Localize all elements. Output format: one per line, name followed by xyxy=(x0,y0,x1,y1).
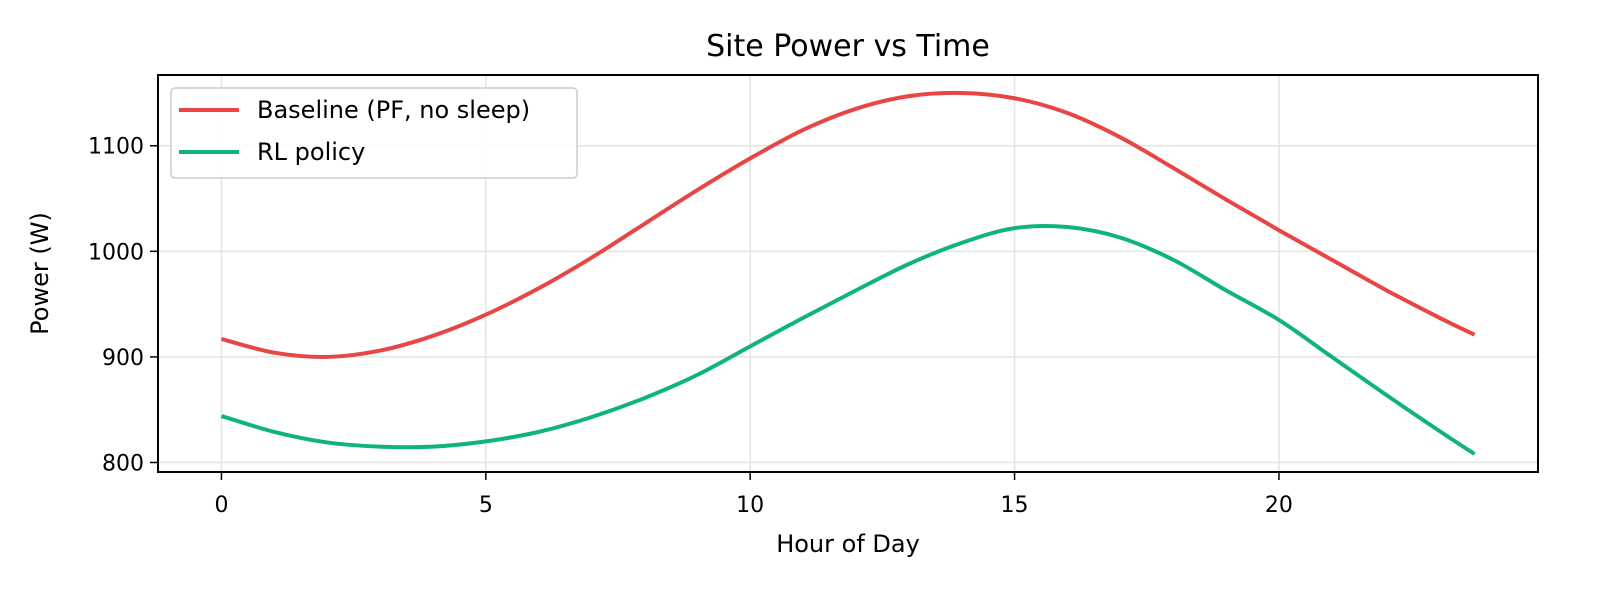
series-line-1 xyxy=(220,223,1476,456)
x-tick-label: 15 xyxy=(1001,493,1029,518)
legend-label-1: RL policy xyxy=(257,138,365,166)
chart-title: Site Power vs Time xyxy=(706,29,990,64)
x-tick-label: 20 xyxy=(1265,493,1293,518)
x-tick-label: 0 xyxy=(214,493,228,518)
x-tick-label: 5 xyxy=(479,493,493,518)
x-axis-label: Hour of Day xyxy=(776,530,920,558)
y-tick-label: 900 xyxy=(102,346,144,371)
y-axis-label: Power (W) xyxy=(26,212,54,335)
series-line-0 xyxy=(220,90,1476,359)
plot-frame xyxy=(157,74,1539,473)
series-layer xyxy=(220,90,1476,456)
y-tick-label: 1000 xyxy=(88,240,144,265)
x-tick-label: 10 xyxy=(736,493,764,518)
legend: Baseline (PF, no sleep) RL policy xyxy=(170,87,578,179)
legend-label-0: Baseline (PF, no sleep) xyxy=(257,96,530,124)
ticks: 0 5 10 15 20 800 900 1000 1100 xyxy=(88,135,1293,518)
legend-box xyxy=(170,87,578,179)
y-tick-label: 800 xyxy=(102,451,144,476)
y-tick-label: 1100 xyxy=(88,135,144,160)
